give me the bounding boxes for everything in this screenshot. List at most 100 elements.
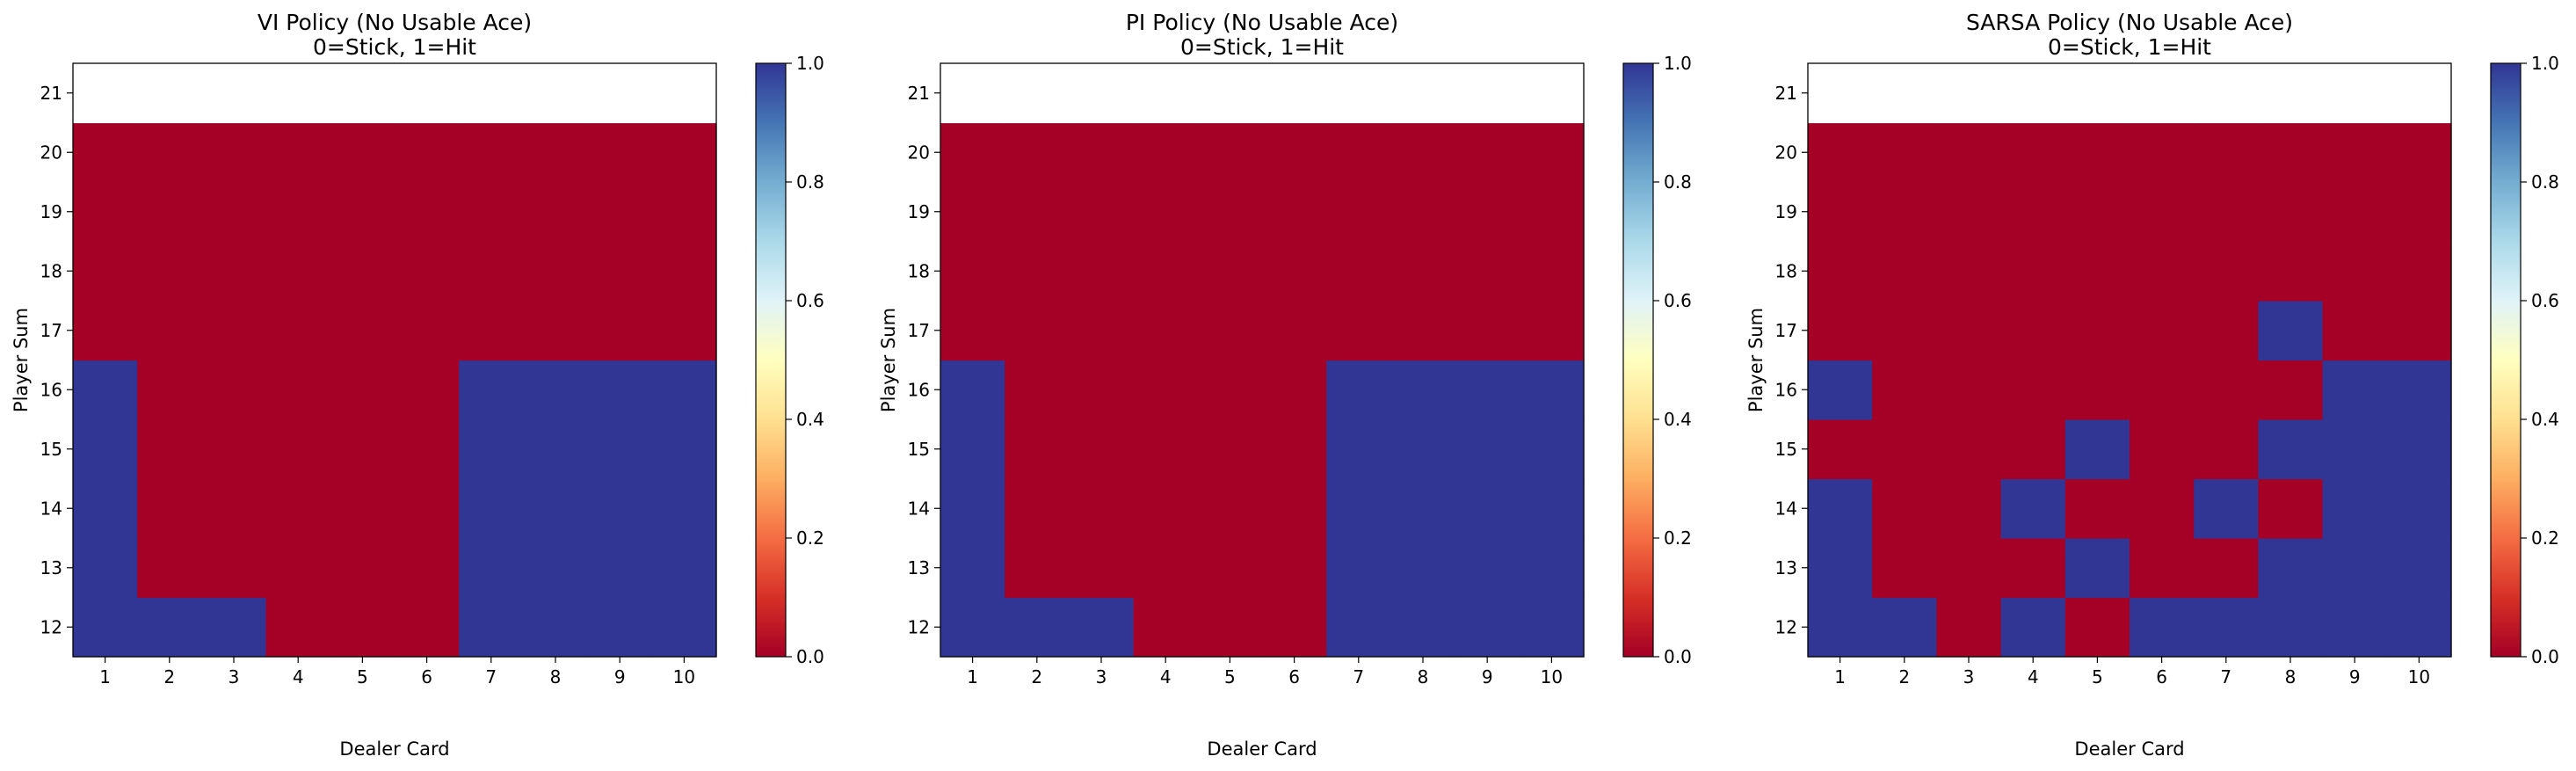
y-tick-label: 20 bbox=[1775, 142, 1797, 163]
heatmap-cell bbox=[2258, 182, 2324, 243]
colorbar-tick-label: 0.6 bbox=[1664, 290, 1692, 311]
heatmap-cell bbox=[201, 182, 267, 243]
y-tick-label: 14 bbox=[40, 498, 62, 519]
y-tick-label: 16 bbox=[1775, 379, 1797, 400]
heatmap-cell bbox=[137, 597, 202, 658]
heatmap-cell bbox=[1455, 478, 1520, 539]
heatmap-cell bbox=[1133, 538, 1199, 599]
heatmap-cell bbox=[1519, 63, 1585, 124]
heatmap-cell bbox=[587, 538, 653, 599]
heatmap-cell bbox=[587, 241, 653, 302]
heatmap-cell bbox=[2130, 360, 2195, 420]
heatmap-cell bbox=[1197, 597, 1263, 658]
heatmap-cell bbox=[1262, 63, 1327, 124]
y-tick-label: 19 bbox=[1775, 201, 1797, 222]
heatmap-cell bbox=[2000, 538, 2066, 599]
heatmap-cell bbox=[330, 419, 395, 480]
heatmap-cell bbox=[651, 182, 717, 243]
heatmap-cell bbox=[395, 597, 460, 658]
colorbar-tick-label: 0.4 bbox=[2531, 409, 2559, 430]
heatmap-cell bbox=[2322, 241, 2388, 302]
heatmap-cell bbox=[1133, 122, 1199, 183]
heatmap-cell bbox=[1262, 478, 1327, 539]
heatmap-cell bbox=[2322, 478, 2388, 539]
heatmap-cell bbox=[137, 419, 202, 480]
heatmap-cell bbox=[330, 122, 395, 183]
heatmap-cell bbox=[1390, 301, 1456, 361]
colorbar-tick-label: 0.0 bbox=[796, 646, 824, 667]
heatmap-cell bbox=[2064, 360, 2130, 420]
heatmap-cell bbox=[1936, 597, 2002, 658]
colorbar-tick-label: 0.6 bbox=[796, 290, 824, 311]
heatmap-cell bbox=[1936, 419, 2002, 480]
x-tick-label: 2 bbox=[163, 666, 175, 687]
heatmap-cell bbox=[651, 360, 717, 420]
heatmap-cell bbox=[1005, 360, 1070, 420]
heatmap-cell bbox=[137, 182, 202, 243]
y-tick-label: 19 bbox=[40, 201, 62, 222]
y-axis-label: Player Sum bbox=[1745, 308, 1767, 412]
heatmap-cell bbox=[2386, 419, 2452, 480]
heatmap-cell bbox=[523, 182, 589, 243]
heatmap-cell bbox=[587, 360, 653, 420]
heatmap-cell bbox=[459, 597, 524, 658]
heatmap-cell bbox=[1455, 419, 1520, 480]
heatmap-cell bbox=[2386, 63, 2452, 124]
x-tick-label: 7 bbox=[1353, 666, 1364, 687]
heatmap-cell bbox=[1069, 597, 1135, 658]
heatmap-cell bbox=[2386, 360, 2452, 420]
y-tick-label: 17 bbox=[40, 320, 62, 341]
y-tick-label: 21 bbox=[908, 83, 930, 104]
x-tick-label: 2 bbox=[1898, 666, 1910, 687]
heatmap-cell bbox=[2386, 182, 2452, 243]
heatmap-cell bbox=[137, 360, 202, 420]
heatmap-cell bbox=[1936, 360, 2002, 420]
heatmap-cell bbox=[1197, 122, 1263, 183]
heatmap-cell bbox=[587, 597, 653, 658]
heatmap-cell bbox=[265, 360, 331, 420]
heatmap-cell bbox=[265, 63, 331, 124]
heatmap-cell bbox=[137, 538, 202, 599]
heatmap-cell bbox=[587, 301, 653, 361]
heatmap-cell bbox=[1005, 538, 1070, 599]
heatmap-cell bbox=[2130, 301, 2195, 361]
heatmap-cell bbox=[1262, 241, 1327, 302]
heatmap-cell bbox=[940, 63, 1005, 124]
heatmap-cell bbox=[459, 478, 524, 539]
heatmap-cell bbox=[940, 597, 1005, 658]
heatmap-cell bbox=[1455, 301, 1520, 361]
heatmap-cell bbox=[330, 538, 395, 599]
heatmap-cell bbox=[1872, 241, 1937, 302]
heatmap-cell bbox=[1390, 122, 1456, 183]
x-tick-label: 1 bbox=[1834, 666, 1846, 687]
heatmap-cell bbox=[1808, 419, 1873, 480]
heatmap-cell bbox=[395, 360, 460, 420]
x-tick-label: 8 bbox=[1418, 666, 1429, 687]
y-tick-label: 18 bbox=[40, 260, 62, 281]
heatmap-cell bbox=[265, 597, 331, 658]
heatmap-cell bbox=[2194, 241, 2259, 302]
heatmap-cell bbox=[2130, 478, 2195, 539]
heatmap-cell bbox=[523, 478, 589, 539]
heatmap-cell bbox=[330, 182, 395, 243]
heatmap-cell bbox=[2064, 301, 2130, 361]
heatmap-cell bbox=[651, 478, 717, 539]
heatmap-cell bbox=[73, 63, 138, 124]
colorbar bbox=[2490, 62, 2522, 658]
x-tick-label: 10 bbox=[2408, 666, 2430, 687]
colorbar-tick-label: 1.0 bbox=[2531, 53, 2559, 74]
heatmap-cell bbox=[2194, 478, 2259, 539]
x-axis-label: Dealer Card bbox=[2074, 738, 2184, 760]
heatmap-cell bbox=[587, 419, 653, 480]
colorbar-tick-label: 0.4 bbox=[1664, 409, 1692, 430]
y-tick-label: 16 bbox=[908, 379, 930, 400]
y-tick-label: 15 bbox=[908, 439, 930, 460]
heatmap-cell bbox=[1069, 538, 1135, 599]
heatmap-cell bbox=[2386, 538, 2452, 599]
heatmap-cell bbox=[1197, 360, 1263, 420]
heatmap-cell bbox=[2258, 301, 2324, 361]
heatmap-cell bbox=[1069, 63, 1135, 124]
heatmap-cell bbox=[523, 597, 589, 658]
colorbar-tick-label: 0.8 bbox=[2531, 171, 2559, 193]
heatmap-cell bbox=[201, 63, 267, 124]
